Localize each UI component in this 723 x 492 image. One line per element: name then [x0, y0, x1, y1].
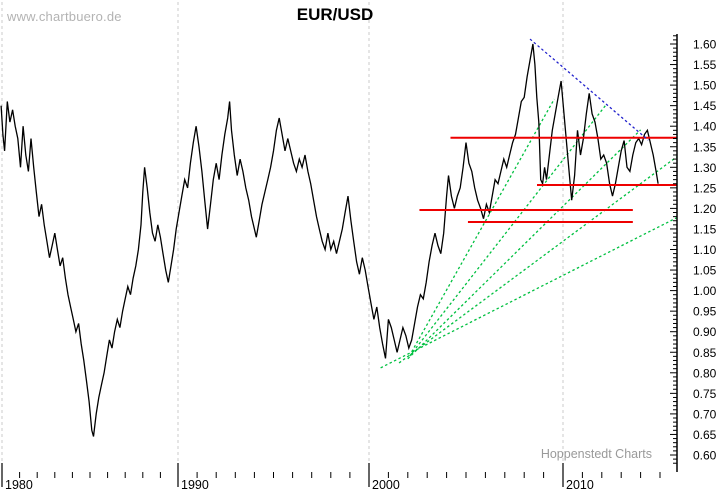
page-title: EUR/USD — [296, 5, 374, 24]
y-axis-tick-label: 1.10 — [693, 243, 717, 257]
y-axis-tick-label: 0.80 — [693, 366, 717, 380]
trend-line-uptrend-fan-4 — [398, 156, 677, 364]
y-axis-tick-label: 1.25 — [693, 181, 717, 195]
y-axis-tick-label: 1.55 — [693, 58, 717, 72]
x-axis-tick-label: 1980 — [5, 478, 33, 492]
y-axis-tick-label: 1.60 — [693, 38, 717, 52]
credit-hoppenstedt: Hoppenstedt Charts — [540, 447, 652, 461]
y-axis-tick-label: 0.60 — [693, 449, 717, 463]
y-axis-tick-label: 0.75 — [693, 387, 717, 401]
watermark-chartbuero: www.chartbuero.de — [7, 9, 122, 24]
price-line — [0, 43, 659, 437]
trend-line-uptrend-fan-1-steepest — [411, 98, 555, 353]
y-axis-tick-label: 1.45 — [693, 99, 717, 113]
y-axis-tick-label: 1.40 — [693, 120, 717, 134]
y-axis-tick-label: 1.35 — [693, 140, 717, 154]
x-axis-tick-label: 2010 — [566, 478, 594, 492]
y-axis-tick-label: 0.85 — [693, 346, 717, 360]
y-axis-tick-label: 1.15 — [693, 222, 717, 236]
y-axis-tick-label: 1.20 — [693, 202, 717, 216]
trend-line-uptrend-fan-5-shallowest — [380, 217, 677, 369]
y-axis-tick-label: 1.30 — [693, 161, 717, 175]
trend-line-uptrend-fan-3 — [407, 129, 642, 360]
trend-line-uptrend-fan-2 — [409, 103, 608, 357]
y-axis-tick-label: 1.50 — [693, 79, 717, 93]
x-axis-tick-label: 2000 — [372, 478, 400, 492]
x-axis-tick-label: 1990 — [181, 478, 209, 492]
y-axis-tick-label: 0.95 — [693, 305, 717, 319]
y-axis-tick-label: 1.00 — [693, 284, 717, 298]
trend-line-downtrend-from-2008-high — [529, 38, 649, 141]
y-axis-tick-label: 0.70 — [693, 407, 717, 421]
y-axis-tick-label: 1.05 — [693, 264, 717, 278]
y-axis-tick-label: 0.65 — [693, 428, 717, 442]
y-axis-tick-label: 0.90 — [693, 325, 717, 339]
